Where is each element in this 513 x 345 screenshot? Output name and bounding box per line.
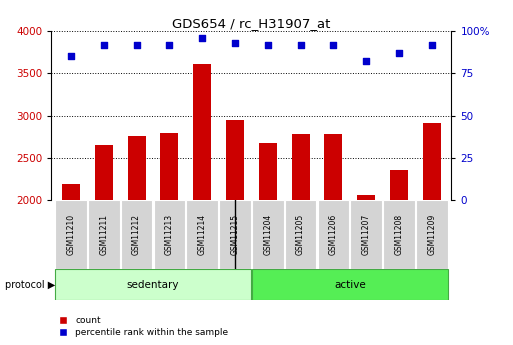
Point — [100, 42, 108, 47]
FancyBboxPatch shape — [318, 200, 349, 269]
Bar — [95, 145, 113, 200]
Bar — [259, 142, 277, 200]
Point — [395, 50, 403, 56]
Point — [297, 42, 305, 47]
Bar — [324, 134, 342, 200]
FancyBboxPatch shape — [383, 200, 415, 269]
Bar — [128, 136, 146, 200]
Point — [428, 42, 436, 47]
Point — [67, 54, 75, 59]
Legend: count, percentile rank within the sample: count, percentile rank within the sample — [51, 313, 232, 341]
Text: sedentary: sedentary — [127, 280, 179, 289]
Bar — [291, 134, 309, 200]
Point — [132, 42, 141, 47]
Point — [165, 42, 173, 47]
Bar — [390, 170, 408, 200]
Text: GSM11207: GSM11207 — [362, 214, 371, 255]
Point — [329, 42, 338, 47]
Text: GSM11211: GSM11211 — [100, 214, 108, 255]
Text: GSM11204: GSM11204 — [263, 214, 272, 255]
Text: GSM11214: GSM11214 — [198, 214, 207, 255]
Point — [264, 42, 272, 47]
FancyBboxPatch shape — [252, 269, 447, 300]
FancyBboxPatch shape — [153, 200, 185, 269]
Text: GSM11208: GSM11208 — [394, 214, 403, 255]
Text: protocol ▶: protocol ▶ — [5, 280, 55, 289]
FancyBboxPatch shape — [219, 200, 251, 269]
Bar — [226, 120, 244, 200]
Bar — [62, 184, 80, 200]
FancyBboxPatch shape — [55, 269, 251, 300]
Bar — [193, 64, 211, 200]
Text: GSM11215: GSM11215 — [230, 214, 240, 255]
FancyBboxPatch shape — [186, 200, 218, 269]
FancyBboxPatch shape — [285, 200, 317, 269]
Text: GSM11205: GSM11205 — [296, 214, 305, 255]
FancyBboxPatch shape — [416, 200, 447, 269]
Text: GSM11212: GSM11212 — [132, 214, 141, 255]
FancyBboxPatch shape — [350, 200, 382, 269]
Text: active: active — [334, 280, 366, 289]
Text: GSM11210: GSM11210 — [67, 214, 75, 255]
Bar — [423, 123, 441, 200]
FancyBboxPatch shape — [252, 200, 284, 269]
Bar — [161, 133, 179, 200]
Text: GSM11213: GSM11213 — [165, 214, 174, 255]
Text: GSM11209: GSM11209 — [427, 214, 436, 255]
Point — [362, 59, 370, 64]
FancyBboxPatch shape — [88, 200, 120, 269]
FancyBboxPatch shape — [121, 200, 152, 269]
Text: GSM11206: GSM11206 — [329, 214, 338, 255]
Point — [198, 35, 206, 41]
Bar — [357, 195, 375, 200]
Title: GDS654 / rc_H31907_at: GDS654 / rc_H31907_at — [172, 17, 330, 30]
Point — [231, 40, 239, 46]
FancyBboxPatch shape — [55, 200, 87, 269]
